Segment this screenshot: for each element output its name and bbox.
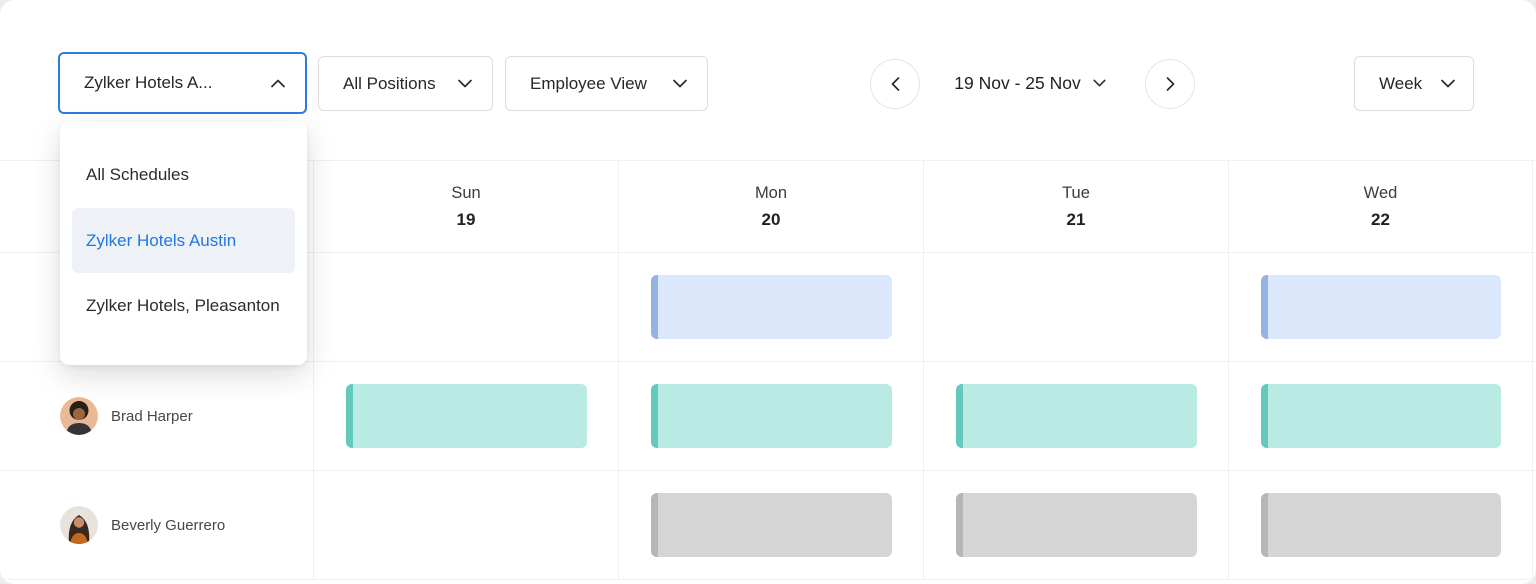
chevron-down-icon (1093, 79, 1106, 87)
day-date: 19 (456, 209, 476, 229)
day-name: Tue (1062, 183, 1090, 202)
day-header-cell: Wed 22 (1228, 161, 1533, 252)
shift-bar[interactable] (956, 384, 1197, 448)
day-header-row: Sun 19 Mon 20 Tue 21 Wed 22 (0, 160, 1536, 253)
shift-bar[interactable] (346, 384, 587, 448)
day-header-cell: Tue 21 (923, 161, 1228, 252)
chevron-down-icon (1441, 79, 1455, 88)
view-selector-dropdown[interactable]: Employee View (505, 56, 708, 111)
positions-filter-label: All Positions (343, 73, 436, 93)
day-name: Mon (754, 183, 788, 202)
schedule-grid: Sun 19 Mon 20 Tue 21 Wed 22 Brad Harper Beverly … (0, 160, 1536, 580)
schedule-cell (1228, 253, 1533, 361)
day-header-cell: Mon 20 (618, 161, 923, 252)
schedule-filter-dropdown[interactable]: Zylker Hotels A... (58, 52, 307, 114)
shift-bar[interactable] (1261, 493, 1501, 557)
employee-cell: Beverly Guerrero (0, 471, 313, 579)
schedule-filter-label: Zylker Hotels A... (84, 73, 213, 92)
avatar (60, 397, 98, 435)
schedule-cell (313, 471, 618, 579)
day-name: Wed (1363, 183, 1398, 202)
shift-bar[interactable] (1261, 275, 1501, 339)
period-selector-label: Week (1379, 73, 1423, 93)
schedule-cell (618, 362, 923, 470)
employee-row (0, 253, 1536, 362)
positions-filter-dropdown[interactable]: All Positions (318, 56, 493, 111)
schedule-menu-item[interactable]: Zylker Hotels Austin (72, 207, 295, 273)
employee-row: Brad Harper (0, 362, 1536, 471)
schedule-cell (313, 253, 618, 361)
employee-name: Brad Harper (111, 407, 193, 425)
avatar (60, 506, 98, 544)
schedule-cell (618, 253, 923, 361)
day-header-cell: Sun 19 (313, 161, 618, 252)
schedule-cell (923, 471, 1228, 579)
schedule-menu-item[interactable]: Zylker Hotels, Pleasanton (86, 296, 280, 315)
chevron-up-icon (271, 79, 285, 87)
day-date: 21 (1066, 209, 1086, 229)
schedule-menu-item[interactable]: All Schedules (86, 165, 190, 184)
schedule-cell (313, 362, 618, 470)
view-selector-label: Employee View (530, 73, 647, 93)
day-name: Sun (451, 183, 481, 202)
employee-cell: Brad Harper (0, 362, 313, 470)
shift-bar[interactable] (956, 493, 1197, 557)
previous-week-button[interactable] (870, 59, 920, 109)
schedule-cell (1228, 471, 1533, 579)
calendar-body: Brad Harper Beverly Guerrero (0, 253, 1536, 580)
shift-bar[interactable] (651, 275, 892, 339)
schedule-cell (923, 362, 1228, 470)
day-date: 22 (1371, 209, 1390, 229)
shift-bar[interactable] (651, 384, 892, 448)
date-range-dropdown[interactable]: 19 Nov - 25 Nov (938, 59, 1122, 107)
chevron-left-icon (891, 77, 899, 91)
chevron-down-icon (673, 79, 687, 88)
day-date: 20 (761, 209, 781, 229)
shift-bar[interactable] (1261, 384, 1501, 448)
schedule-filter-menu: All Schedules Zylker Hotels Austin Zylker … (60, 122, 307, 365)
schedule-cell (1228, 362, 1533, 470)
period-selector-dropdown[interactable]: Week (1354, 56, 1474, 111)
date-range-label: 19 Nov - 25 Nov (954, 72, 1081, 93)
next-week-button[interactable] (1145, 59, 1195, 109)
chevron-right-icon (1166, 77, 1174, 91)
schedule-cell (618, 471, 923, 579)
chevron-down-icon (458, 79, 472, 88)
employee-name: Beverly Guerrero (111, 516, 226, 534)
shift-bar[interactable] (651, 493, 892, 557)
employee-row: Beverly Guerrero (0, 471, 1536, 580)
schedule-cell (923, 253, 1228, 361)
